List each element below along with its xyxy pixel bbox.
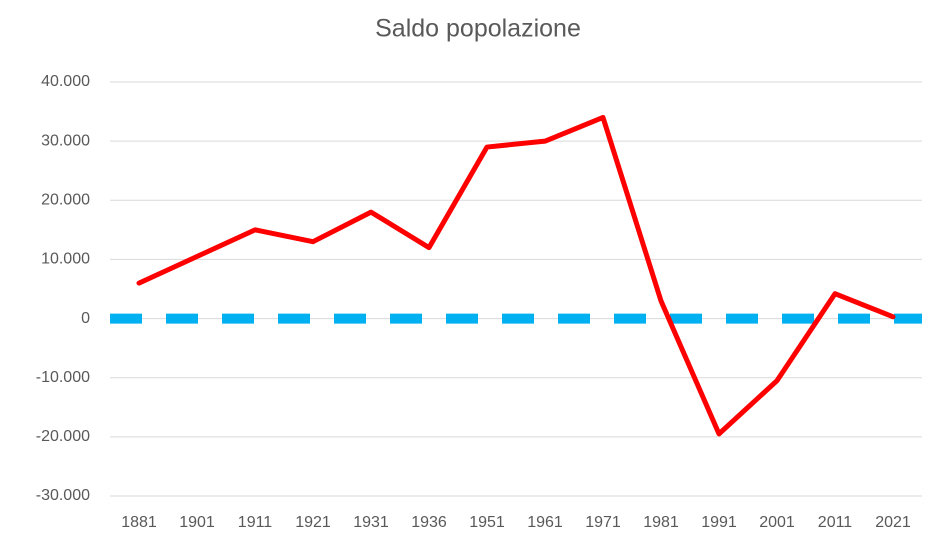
- x-tick-label: 1936: [411, 514, 447, 531]
- x-tick-label: 1991: [701, 514, 737, 531]
- x-tick-label: 1931: [353, 514, 389, 531]
- y-tick-label: 40.000: [41, 73, 90, 90]
- y-tick-label: 10.000: [41, 251, 90, 268]
- x-tick-label: 1951: [469, 514, 505, 531]
- y-tick-label: -20.000: [36, 428, 90, 445]
- line-series: [136, 114, 896, 437]
- x-tick-label: 1921: [295, 514, 331, 531]
- x-tick-label: 2001: [759, 514, 795, 531]
- x-tick-label: 1971: [585, 514, 621, 531]
- y-tick-label: 0: [81, 310, 90, 327]
- x-tick-label: 2011: [818, 514, 853, 531]
- x-tick-label: 1911: [238, 514, 273, 531]
- x-tick-label: 1901: [179, 514, 215, 531]
- x-tick-label: 1961: [527, 514, 563, 531]
- y-tick-label: -30.000: [36, 487, 90, 504]
- chart-title: Saldo popolazione: [375, 15, 581, 43]
- x-tick-label: 1981: [643, 514, 679, 531]
- y-tick-label: -10.000: [36, 369, 90, 386]
- x-tick-label: 1881: [121, 514, 157, 531]
- y-tick-label: 30.000: [41, 132, 90, 149]
- x-tick-label: 2021: [875, 514, 911, 531]
- y-tick-label: 20.000: [41, 192, 90, 209]
